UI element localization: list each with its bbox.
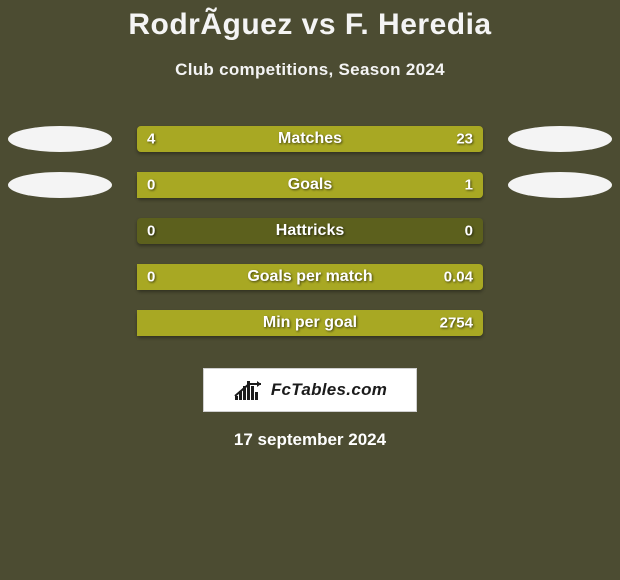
bar-track: Matches 4 23 bbox=[137, 126, 483, 152]
bar-label: Hattricks bbox=[276, 222, 344, 240]
stat-row: Min per goal 2754 bbox=[0, 300, 620, 346]
player-left-ellipse bbox=[8, 126, 112, 152]
bar-track: Goals 0 1 bbox=[137, 172, 483, 198]
stat-row: Goals per match 0 0.04 bbox=[0, 254, 620, 300]
bar-label: Min per goal bbox=[263, 314, 357, 332]
bar-track: Goals per match 0 0.04 bbox=[137, 264, 483, 290]
stat-row: Hattricks 0 0 bbox=[0, 208, 620, 254]
bar-value-left: 0 bbox=[147, 177, 155, 194]
footer-date: 17 september 2024 bbox=[0, 430, 620, 450]
bar-label: Goals bbox=[288, 176, 332, 194]
bar-label: Goals per match bbox=[247, 268, 372, 286]
bar-value-left: 0 bbox=[147, 269, 155, 286]
bar-label: Matches bbox=[278, 130, 342, 148]
bar-value-right: 2754 bbox=[440, 315, 473, 332]
bars-chart-icon bbox=[233, 378, 265, 402]
bar-value-right: 0 bbox=[465, 223, 473, 240]
bar-value-right: 1 bbox=[465, 177, 473, 194]
bar-track: Hattricks 0 0 bbox=[137, 218, 483, 244]
stat-row: Matches 4 23 bbox=[0, 116, 620, 162]
bar-value-left: 0 bbox=[147, 223, 155, 240]
player-right-ellipse bbox=[508, 172, 612, 198]
bar-value-right: 0.04 bbox=[444, 269, 473, 286]
stat-row: Goals 0 1 bbox=[0, 162, 620, 208]
page-title: RodrÃ­guez vs F. Heredia bbox=[0, 8, 620, 42]
bar-fill-left bbox=[137, 126, 188, 152]
subtitle: Club competitions, Season 2024 bbox=[0, 60, 620, 80]
bar-value-left: 4 bbox=[147, 131, 155, 148]
bar-value-right: 23 bbox=[456, 131, 473, 148]
bar-track: Min per goal 2754 bbox=[137, 310, 483, 336]
brand-box: FcTables.com bbox=[203, 368, 417, 412]
brand-text: FcTables.com bbox=[271, 380, 387, 400]
player-left-ellipse bbox=[8, 172, 112, 198]
player-right-ellipse bbox=[508, 126, 612, 152]
comparison-bars: Matches423Goals01Hattricks00Goals per ma… bbox=[0, 116, 620, 346]
